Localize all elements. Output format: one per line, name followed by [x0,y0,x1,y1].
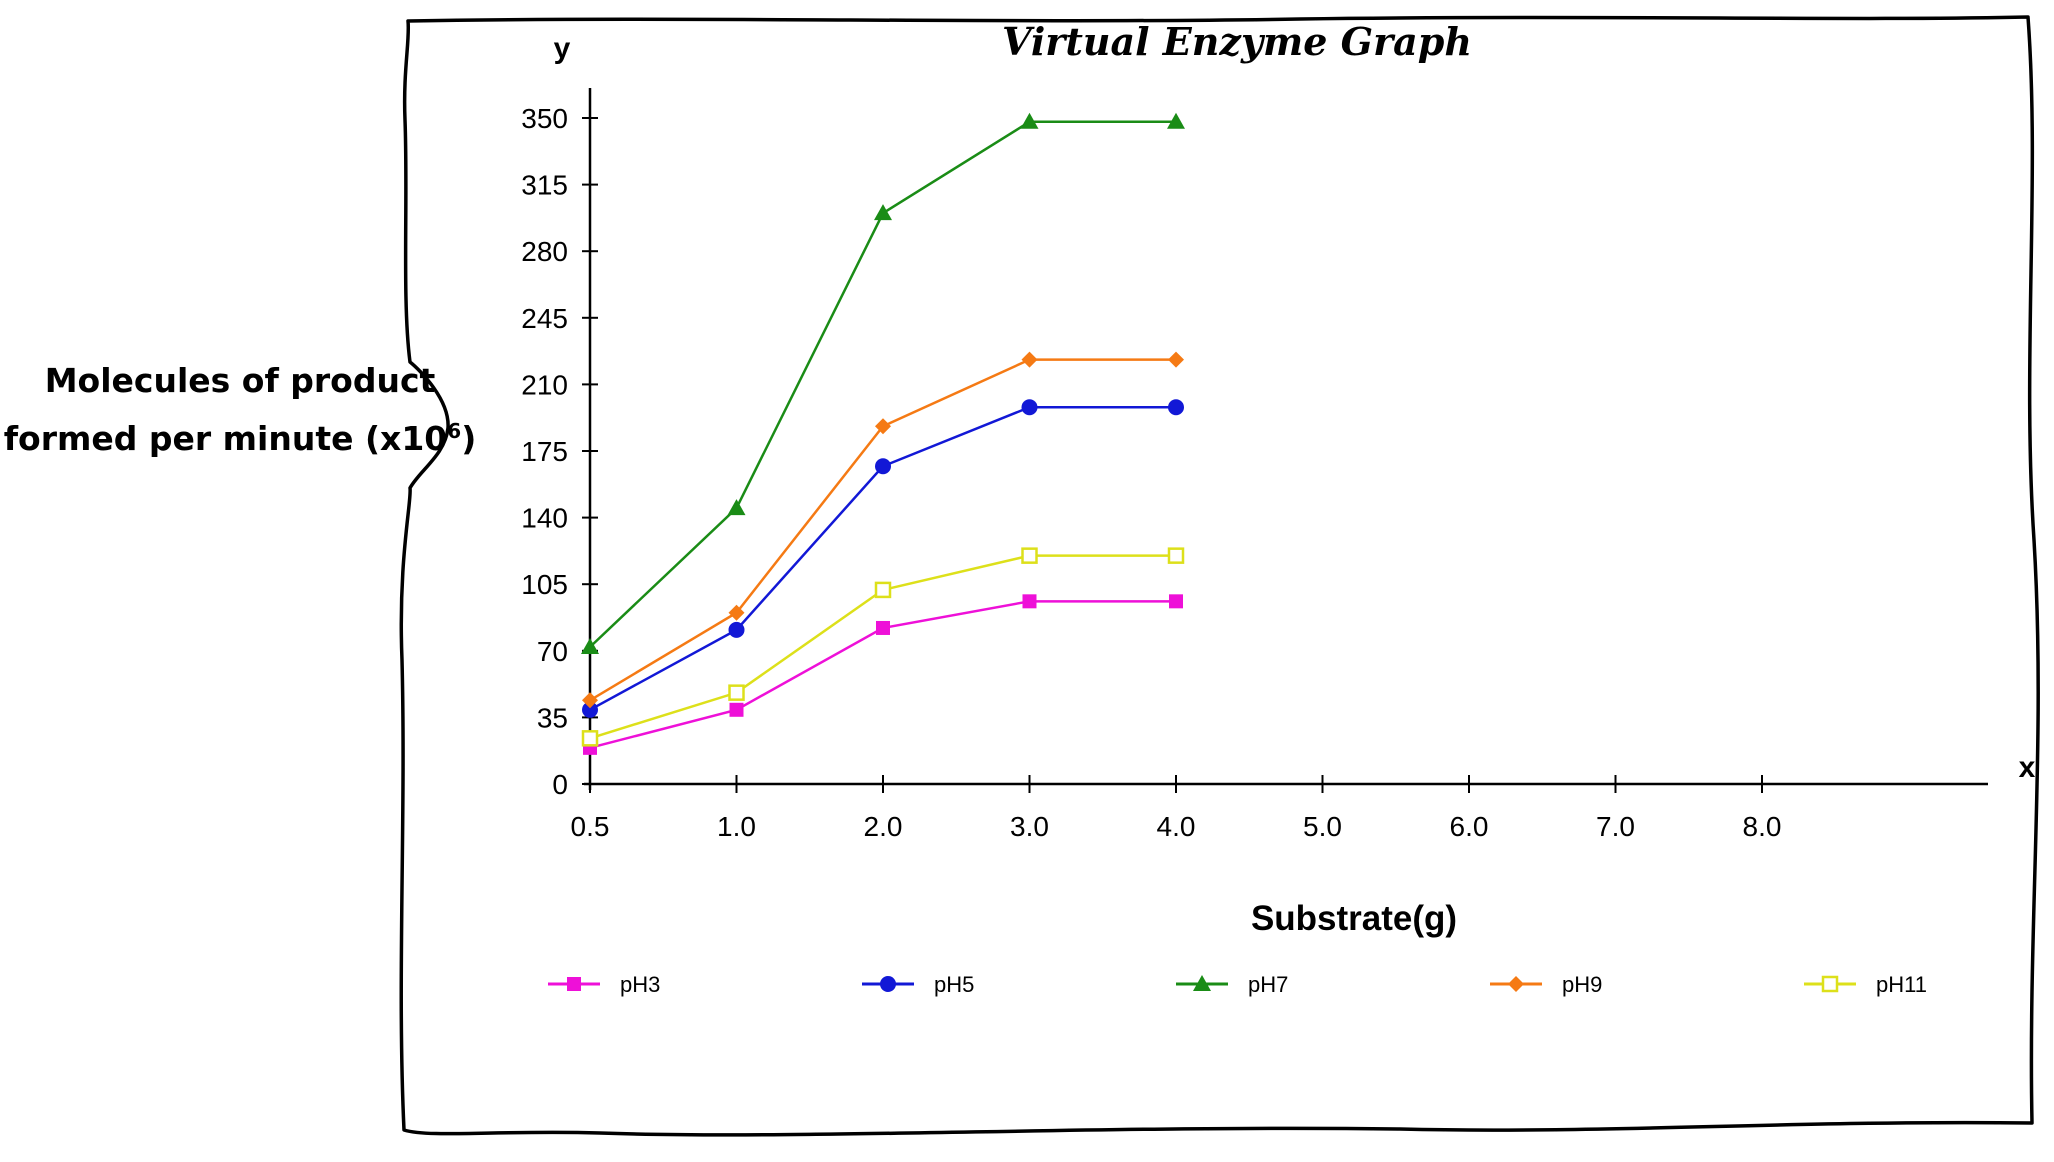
x-axis-label: Substrate(g) [1251,899,1457,938]
y-tick-label-70: 70 [537,636,568,667]
legend-item-pH11: pH11 [1804,972,1927,997]
x-tick-label-7: 7.0 [1596,811,1635,842]
x-tick-label-5: 5.0 [1303,811,1342,842]
point-pH3-4 [1169,594,1183,609]
point-pH5-2 [875,458,891,475]
line-pH5 [589,405,1176,711]
x-tick-label-4: 4.0 [1157,811,1196,842]
legend-label-pH5: pH5 [934,972,974,997]
series-pH7 [581,112,1185,654]
series-pH11 [581,547,1185,747]
point-pH7-0 [581,637,599,654]
series-pH9 [582,351,1184,709]
legend: pH3 pH5 pH7 pH9 pH11 [548,972,1927,997]
legend-marker-pH5 [880,976,896,992]
series-pH3 [583,594,1183,755]
point-pH5-3 [1021,399,1038,416]
x-tick-label-1: 1.0 [717,811,756,842]
sketch-frame [399,15,2040,1137]
legend-item-pH5: pH5 [862,972,974,997]
y-tick-label-350: 350 [521,103,568,134]
legend-marker-pH11 [1821,975,1839,993]
y-tick-label-175: 175 [521,436,568,467]
y-tick-label-0: 0 [552,769,568,800]
point-pH7-2 [874,204,892,221]
legend-label-pH11: pH11 [1876,972,1927,997]
y-axis-label-line1: Molecules of product [44,361,436,400]
legend-item-pH9: pH9 [1490,972,1602,997]
legend-label-pH7: pH7 [1248,972,1288,997]
y-axis-letter: y [554,32,571,65]
line-pH9 [589,358,1176,702]
point-pH5-0 [582,701,598,718]
x-tick-label-6: 6.0 [1450,811,1489,842]
line-pH7 [589,120,1176,648]
y-tick-label-140: 140 [521,503,568,534]
point-pH9-2 [875,418,891,435]
legend-marker-pH7 [1193,975,1211,991]
point-pH11-2 [874,581,892,599]
point-pH9-1 [728,604,745,621]
legend-marker-pH9 [1508,976,1524,992]
chart-title: Virtual Enzyme Graph [1002,19,1472,64]
point-pH7-4 [1167,112,1185,129]
x-tick-label-2: 2.0 [864,811,903,842]
point-pH9-0 [582,692,598,709]
y-axis-label-line2: formed per minute (x106) [3,419,477,458]
legend-marker-pH3 [567,977,581,991]
series-pH5 [582,399,1184,718]
y-tick-label-35: 35 [537,702,568,733]
x-axis-letter: x [2019,751,2036,784]
point-pH3-1 [729,702,744,717]
axes: 0 35 70 105 140 175 210 245 280 315 350 0.5 1.0 2.0 3.… [521,88,1988,842]
point-pH7-1 [727,499,746,516]
point-pH9-4 [1168,351,1184,368]
x-tick-label-0: 0.5 [571,811,610,842]
point-pH5-4 [1168,399,1184,416]
point-pH11-3 [1021,547,1038,564]
y-axis-label-exponent: 6 [447,419,462,443]
series-lines [581,112,1185,755]
y-axis-label: Molecules of product formed per minute (… [0,356,480,464]
point-pH9-3 [1021,351,1038,368]
x-tick-label-3: 3.0 [1010,811,1049,842]
y-tick-label-245: 245 [521,303,568,334]
y-tick-label-315: 315 [521,170,568,201]
y-tick-label-105: 105 [521,569,568,600]
legend-label-pH9: pH9 [1562,972,1602,997]
y-tick-label-210: 210 [521,369,568,400]
y-tick-label-280: 280 [521,236,568,267]
point-pH11-1 [728,684,745,701]
legend-label-pH3: pH3 [620,972,660,997]
legend-item-pH3: pH3 [548,972,660,997]
legend-item-pH7: pH7 [1176,972,1288,997]
point-pH3-3 [1022,594,1037,609]
point-pH5-1 [728,621,745,638]
point-pH11-0 [581,730,599,747]
x-tick-label-8: 8.0 [1743,811,1782,842]
point-pH11-4 [1167,547,1185,564]
point-pH3-2 [876,620,890,635]
point-pH7-3 [1020,112,1039,129]
